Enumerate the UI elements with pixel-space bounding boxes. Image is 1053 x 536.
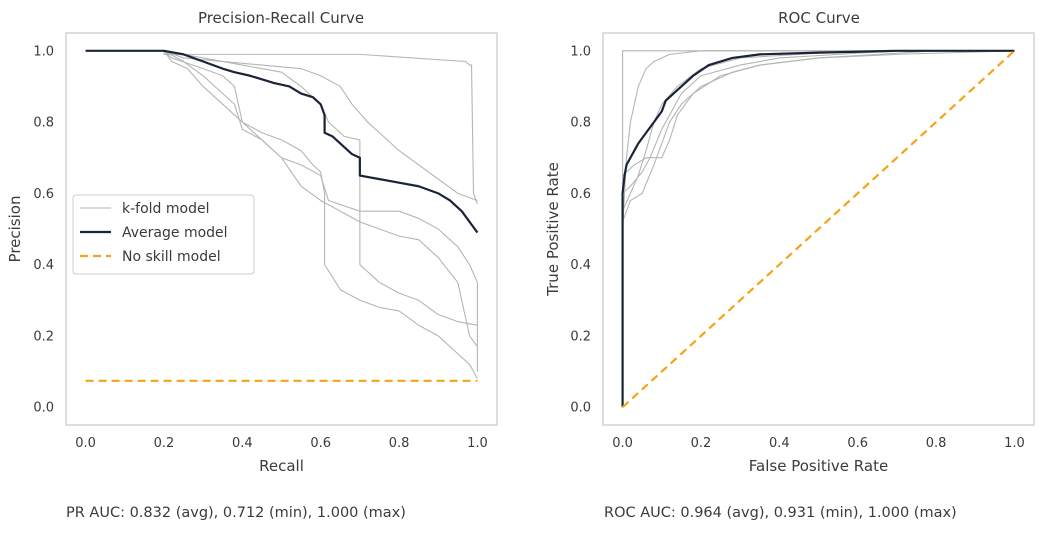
fold-series-line: [85, 50, 478, 326]
y-axis-label: Precision: [6, 196, 24, 263]
fold-series-line: [622, 50, 1015, 408]
legend: k-fold model Average model No skill model: [72, 194, 255, 275]
legend-label: Average model: [122, 225, 228, 241]
x-tick-label: 0.0: [612, 436, 633, 451]
pr-chart: Precision-Recall Curve 0.0 0.2 0.4 0.6 0.8 1.0…: [6, 9, 498, 475]
x-tick-label: 0.4: [769, 436, 790, 451]
y-tick-label: 0.4: [33, 258, 54, 273]
y-tick-label: 0.0: [570, 401, 591, 416]
x-tick-label: 0.6: [310, 436, 331, 451]
x-tick-label: 0.2: [154, 436, 175, 451]
fold-series-line: [622, 50, 1015, 408]
roc-chart: ROC Curve 0.0 0.2 0.4 0.6 0.8 1.0 0.0 0.2 0.4 0.6 0…: [544, 9, 1035, 475]
x-tick-label: 0.0: [75, 436, 96, 451]
fold-series-line: [85, 50, 478, 347]
plot-frame: [65, 32, 498, 426]
fold-series-line: [85, 50, 478, 205]
fold-series-line: [85, 50, 478, 372]
average-series-line: [85, 49, 479, 234]
y-tick-label: 0.8: [33, 116, 54, 131]
x-tick-label: 0.8: [389, 436, 410, 451]
roc-auc-summary: ROC AUC: 0.964 (avg), 0.931 (min), 1.000…: [604, 505, 957, 521]
x-axis-label: Recall: [259, 457, 304, 475]
fold-series-line: [85, 50, 478, 379]
legend-label: No skill model: [122, 249, 221, 265]
x-tick-label: 0.4: [232, 436, 253, 451]
chart-title: Precision-Recall Curve: [198, 9, 364, 27]
plot-frame: [602, 32, 1035, 426]
fold-series-line: [85, 50, 478, 202]
legend-box: [72, 194, 255, 275]
y-axis-label: True Positive Rate: [544, 162, 562, 297]
y-tick-label: 0.4: [570, 258, 591, 273]
average-series-line: [621, 49, 1015, 408]
x-tick-label: 0.8: [926, 436, 947, 451]
y-tick-label: 0.6: [33, 187, 54, 202]
pr-auc-summary: PR AUC: 0.832 (avg), 0.712 (min), 1.000 …: [66, 505, 406, 521]
fold-series-line: [622, 50, 1015, 408]
x-tick-label: 0.2: [691, 436, 712, 451]
legend-label: k-fold model: [122, 201, 209, 217]
x-tick-label: 0.6: [847, 436, 868, 451]
noskill-series-line: [621, 50, 1016, 408]
x-axis-label: False Positive Rate: [749, 457, 888, 475]
fold-series-line: [622, 50, 1015, 408]
y-tick-label: 0.6: [570, 187, 591, 202]
y-tick-label: 0.2: [570, 329, 591, 344]
y-tick-label: 0.8: [570, 116, 591, 131]
fold-series-line: [622, 50, 1015, 408]
x-tick-label: 1.0: [467, 436, 488, 451]
x-tick-label: 1.0: [1004, 436, 1025, 451]
y-tick-label: 1.0: [570, 44, 591, 59]
y-tick-label: 0.2: [33, 329, 54, 344]
y-tick-label: 0.0: [33, 401, 54, 416]
chart-title: ROC Curve: [778, 9, 860, 27]
y-tick-label: 1.0: [33, 44, 54, 59]
